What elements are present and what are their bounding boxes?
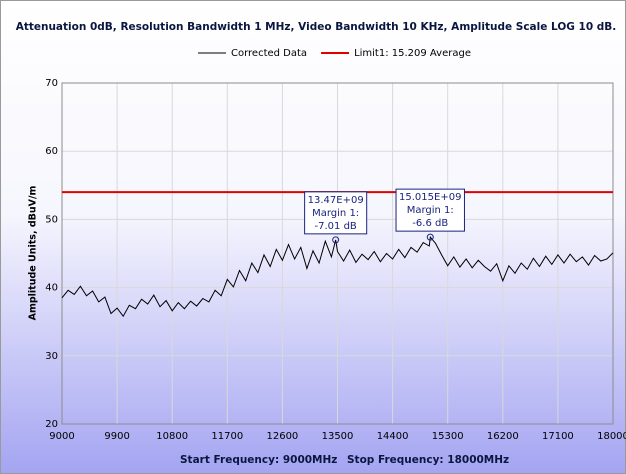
annotation-text: 13.47E+09: [308, 195, 364, 206]
legend-label: Corrected Data: [231, 48, 307, 59]
annotation-marker: [426, 233, 434, 241]
x-tick-label: 9000: [49, 431, 74, 442]
annotation-text: -6.6 dB: [412, 218, 448, 229]
x-tick-label: 13500: [322, 431, 354, 442]
annotation-text: 15.015E+09: [399, 192, 461, 203]
y-tick-label: 20: [45, 419, 58, 430]
x-tick-label: 9900: [104, 431, 129, 442]
y-tick-label: 60: [45, 146, 58, 157]
x-tick-label: 11700: [211, 431, 243, 442]
y-tick-label: 50: [45, 214, 58, 225]
series-line: [61, 235, 614, 318]
y-tick-label: 70: [45, 78, 58, 89]
annotation-text: -7.01 dB: [315, 221, 357, 232]
annotation-box: [304, 191, 368, 235]
x-tick-label: 17100: [542, 431, 574, 442]
y-axis-label: Amplitude Units, dBuV/m: [28, 186, 39, 321]
x-tick-label: 16200: [487, 431, 519, 442]
x-tick-label: 15300: [432, 431, 464, 442]
x-tick-label: 10800: [156, 431, 188, 442]
chart-title: Attenuation 0dB, Resolution Bandwidth 1 …: [16, 21, 617, 33]
annotation-box: [395, 188, 465, 232]
x-tick-label: 12600: [266, 431, 298, 442]
annotation-marker: [332, 236, 340, 244]
annotation-text: Margin 1:: [312, 208, 359, 219]
footer-start: Start Frequency: 9000MHz: [180, 454, 337, 466]
y-tick-label: 30: [45, 351, 58, 362]
x-tick-label: 14400: [377, 431, 409, 442]
legend-label: Limit1: 15.209 Average: [354, 48, 471, 59]
x-tick-label: 18000: [597, 431, 626, 442]
footer-stop: Stop Frequency: 18000MHz: [347, 454, 509, 466]
y-tick-label: 40: [45, 283, 58, 294]
annotation-text: Margin 1:: [407, 205, 454, 216]
